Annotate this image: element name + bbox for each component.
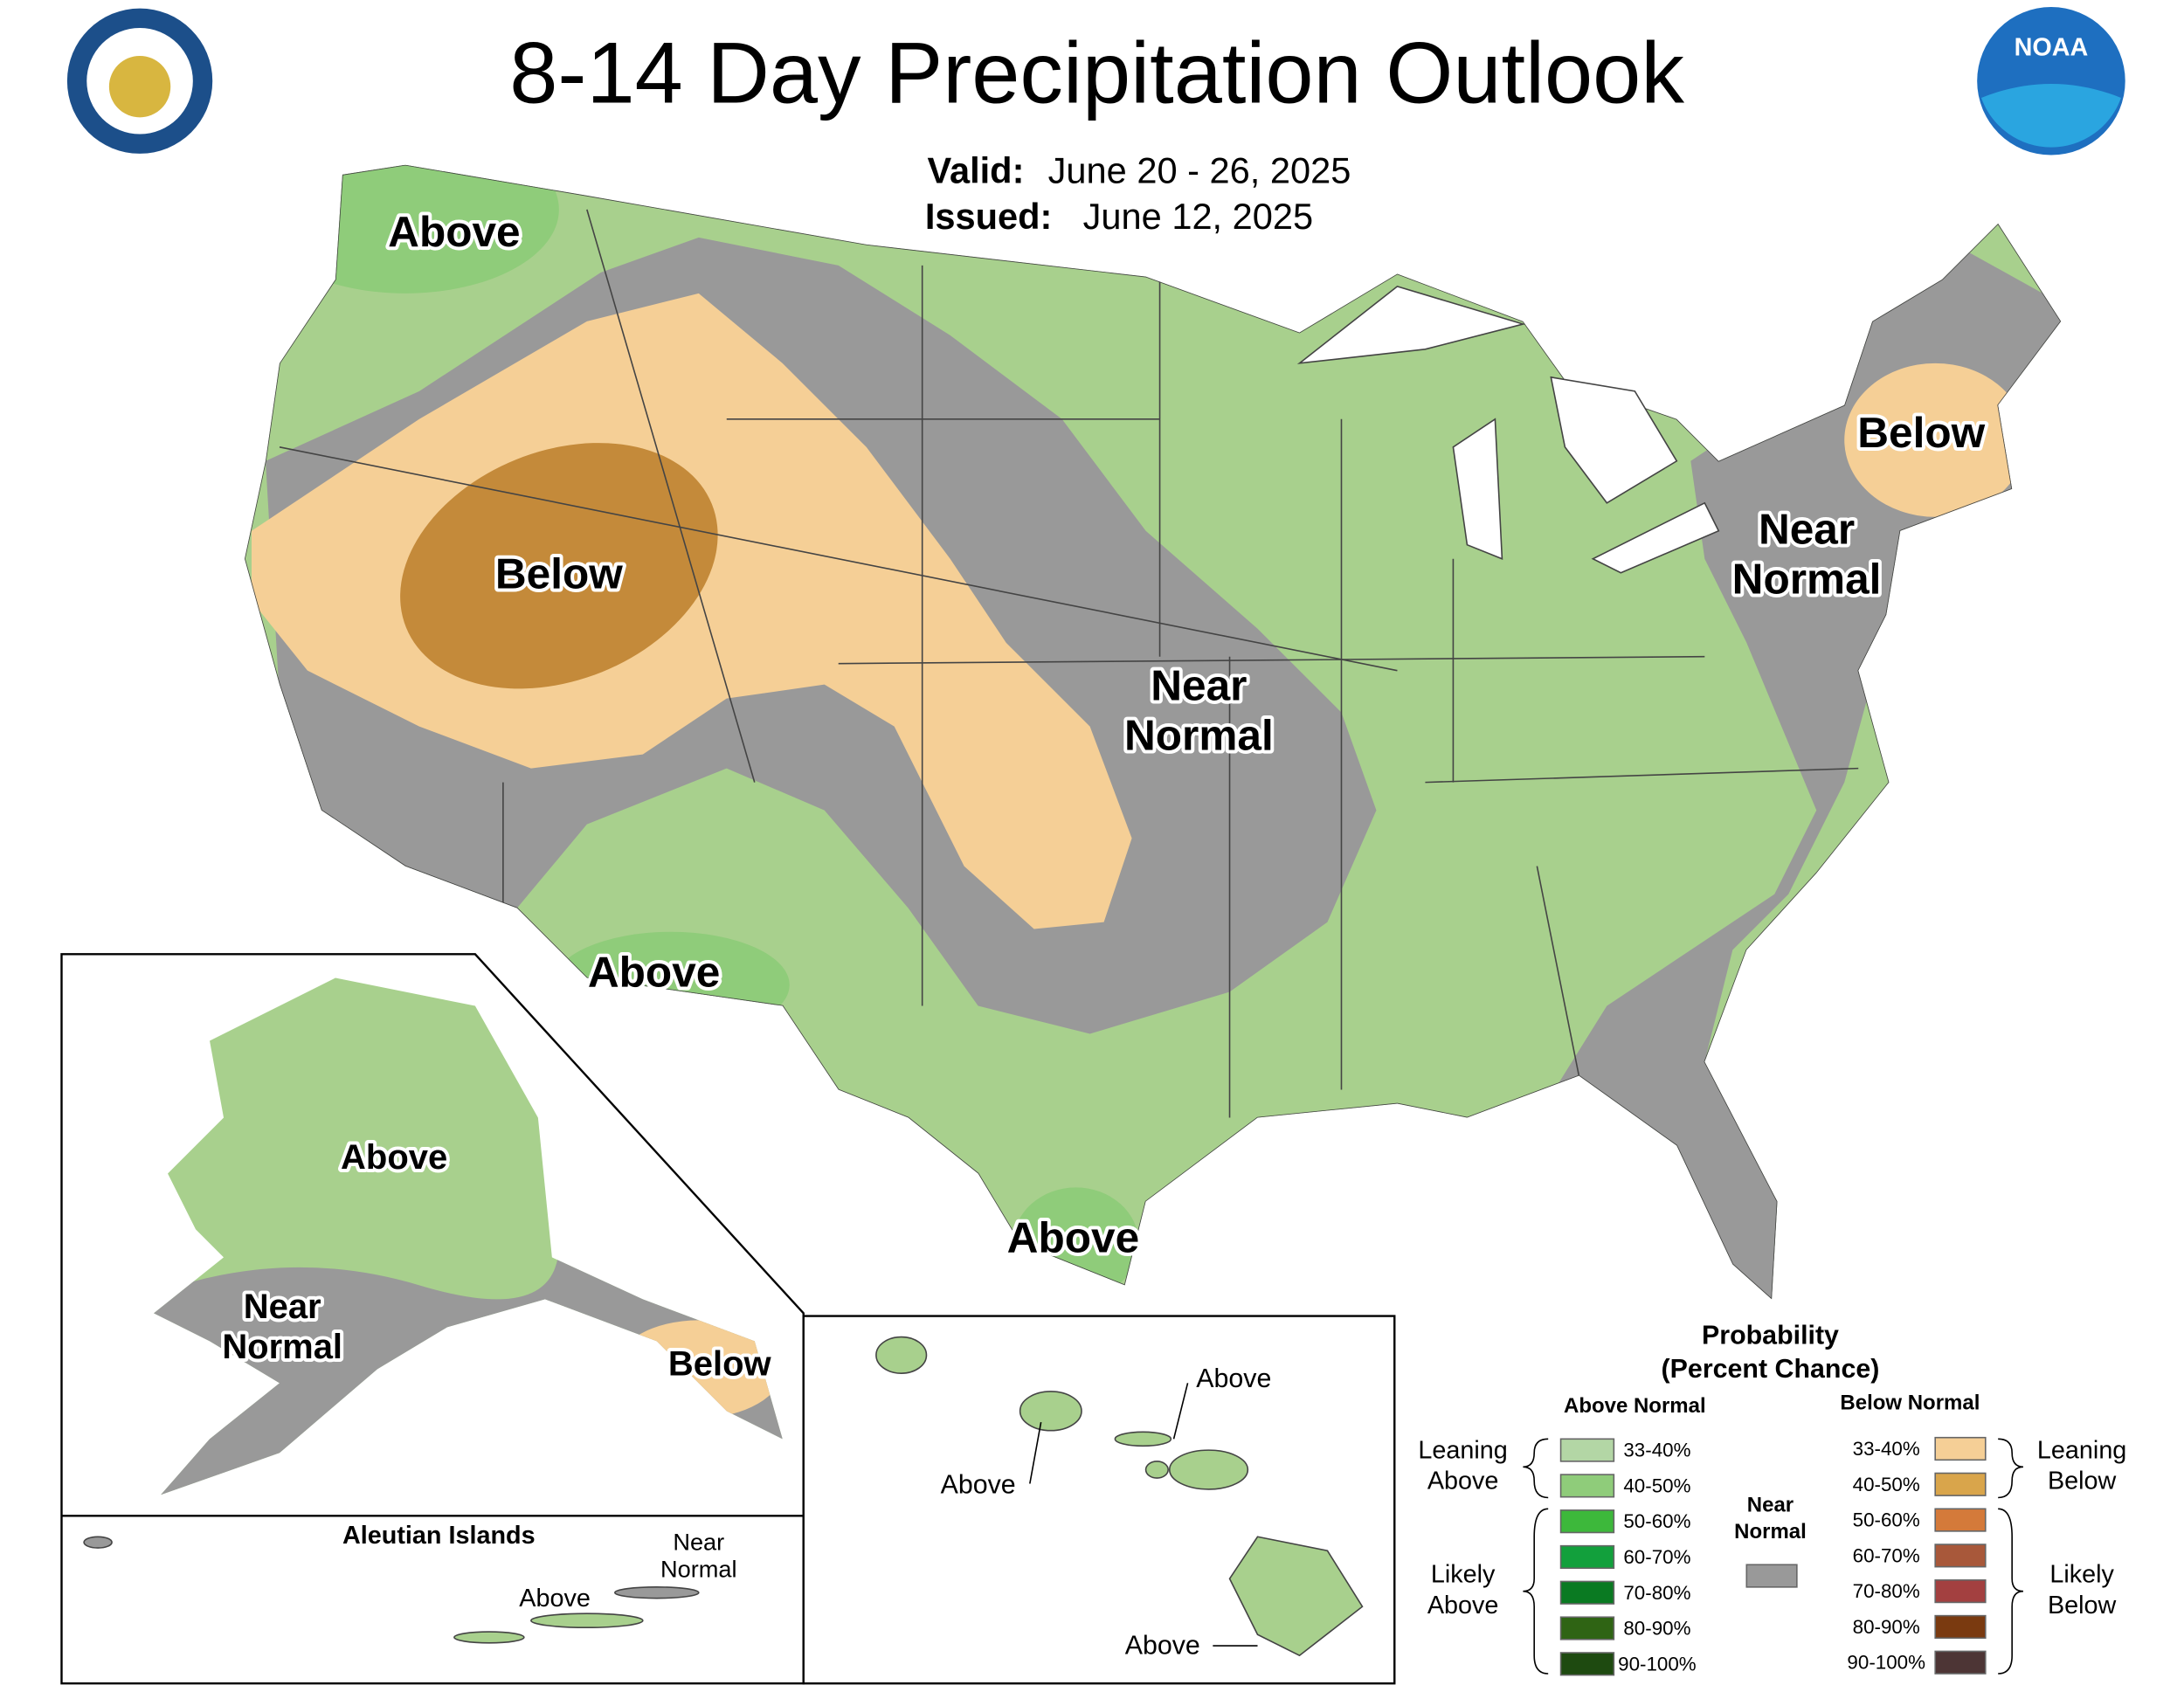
noaa-logo: NOAA [1977,6,2125,155]
region-label: Above [1196,1364,1271,1393]
legend-swatch [1934,1579,1987,1604]
legend-swatch [1934,1614,1987,1640]
legend-label: 50-60% [1623,1510,1690,1532]
legend-label: 33-40% [1853,1438,1920,1460]
legend-label: 80-90% [1623,1618,1690,1640]
valid-label: Valid: [928,149,1025,190]
region-label: Above [388,207,520,256]
region-label: Near [244,1288,321,1326]
aleutians [83,1536,700,1644]
legend-label: 70-80% [1623,1582,1690,1604]
legend-label: 80-90% [1853,1616,1920,1638]
legend-swatch [1934,1472,1987,1496]
legend-label: 50-60% [1853,1509,1920,1531]
legend-near: Normal [1734,1520,1807,1544]
legend-group: Likely [1431,1561,1496,1589]
title: 8-14 Day Precipitation Outlook [509,24,1684,121]
legend-subtitle: (Percent Chance) [1662,1354,1880,1384]
logo-text: NOAA [2015,34,2089,62]
region-label: Normal [1124,711,1274,760]
region-label: Above [1007,1212,1139,1261]
legend-near: Near [1747,1493,1794,1516]
region-label: Above [588,947,720,996]
region-label: Above [941,1470,1016,1500]
legend-swatch [1559,1580,1615,1605]
legend-label: 60-70% [1623,1546,1690,1568]
legend-group: Below [2048,1592,2117,1619]
region-label: Below [495,549,623,598]
legend-swatch [1559,1474,1615,1498]
region-labels: AboveBelowNearNormalAboveAboveBelowNearN… [218,204,1988,1661]
legend-swatch [1745,1564,1798,1588]
legend-swatch [1934,1650,1987,1675]
legend-swatch [1934,1508,1987,1532]
legend-swatch [1559,1544,1615,1570]
legend-label: 90-100% [1618,1653,1697,1675]
legend-swatch [1934,1436,1987,1461]
region-label: Normal [222,1328,342,1366]
legend-label: 40-50% [1623,1474,1690,1496]
legend-group: Leaning [2037,1436,2126,1464]
legend-group: Below [2048,1468,2117,1495]
region-label: Below [668,1345,772,1384]
region-label: Normal [660,1556,737,1583]
issued-label: Issued: [925,196,1053,237]
legend-swatch [1559,1438,1615,1462]
commerce-seal [66,8,213,154]
conus [245,164,2062,1300]
region-label: Near [1759,504,1855,553]
legend-swatch [1559,1652,1615,1676]
legend-swatch [1559,1616,1615,1640]
valid-dates: June 20 - 26, 2025 [1048,149,1351,190]
region-label: Normal [1732,554,1882,603]
region-label: Near [673,1528,724,1555]
legend-group: Above [1427,1468,1499,1495]
region-label: Above [341,1138,447,1177]
inset-title: Aleutian Islands [342,1522,536,1550]
above-heading: Above Normal [1564,1394,1706,1418]
legend-label: 40-50% [1853,1474,1920,1495]
below-heading: Below Normal [1840,1392,1980,1415]
legend-swatch [1559,1509,1615,1534]
legend-label: 33-40% [1623,1440,1690,1461]
legend-swatch [1934,1544,1987,1568]
legend-label: 70-80% [1853,1580,1920,1602]
legend-label: 60-70% [1853,1544,1920,1566]
great-lakes [1296,285,1720,574]
legend-group: Above [1427,1592,1499,1619]
legend-title: Probability [1702,1321,1839,1350]
region-label: Above [1125,1631,1200,1661]
legend-group: Leaning [1418,1436,1507,1464]
hawaii [875,1336,1364,1657]
region-label: Above [519,1585,591,1613]
issued-date: June 12, 2025 [1083,196,1314,237]
legend-label: 90-100% [1847,1652,1925,1674]
legend: Probability (Percent Chance) Above Norma… [1418,1321,2126,1676]
legend-group: Likely [2049,1561,2114,1589]
region-label: Near [1151,661,1247,710]
brackets [1523,1438,2024,1675]
region-label: Below [1857,408,1985,457]
